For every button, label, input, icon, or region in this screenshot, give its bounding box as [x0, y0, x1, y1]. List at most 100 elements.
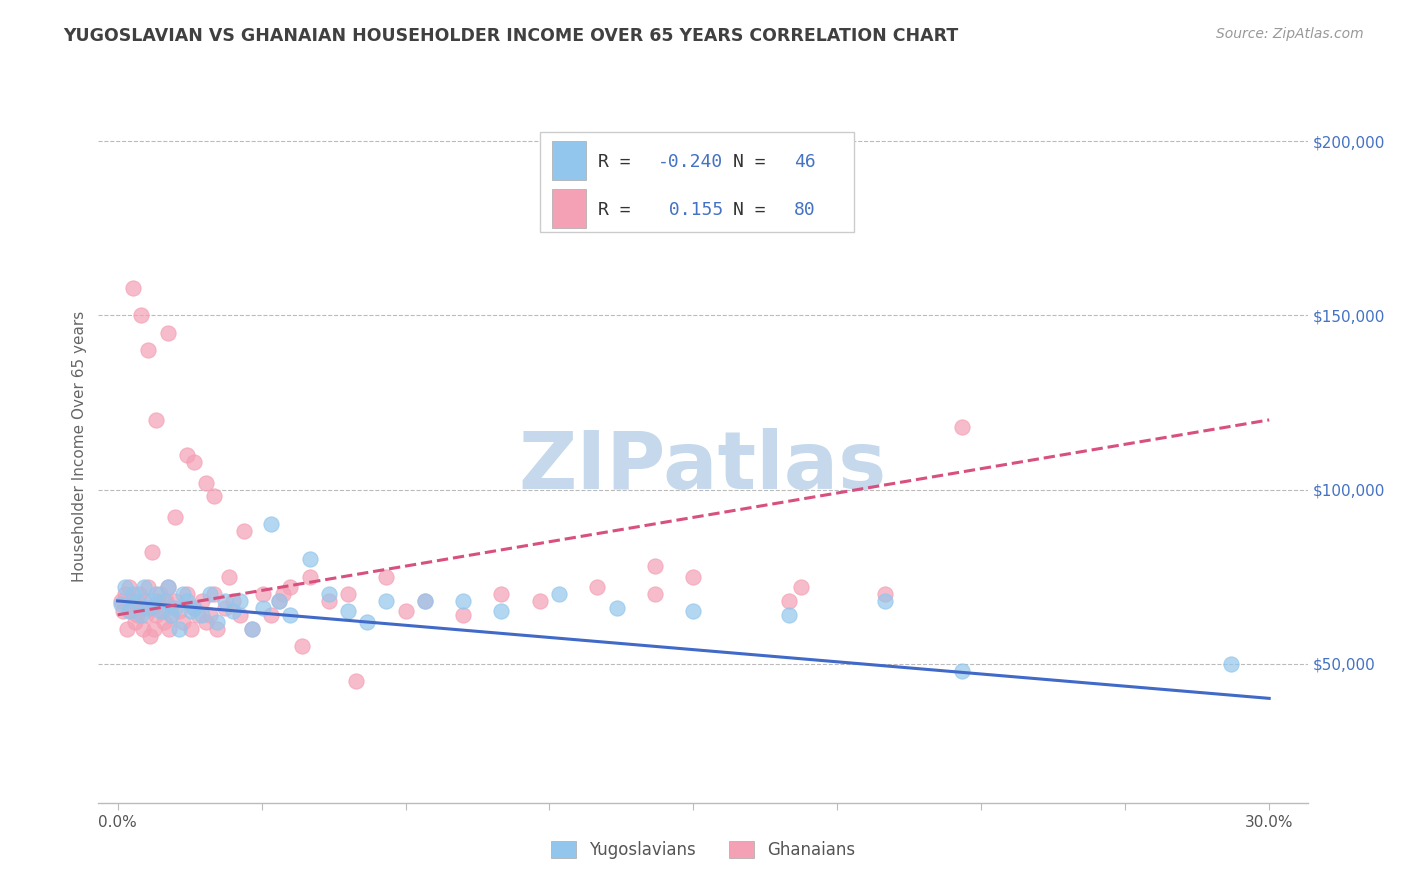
Point	[114, 587, 136, 601]
Point	[145, 607, 167, 622]
Text: R =: R =	[598, 201, 641, 219]
Point	[529, 594, 551, 608]
Point	[586, 580, 609, 594]
Point	[110, 598, 132, 612]
Point	[298, 569, 321, 583]
Text: N =: N =	[734, 201, 776, 219]
Point	[207, 622, 229, 636]
Point	[356, 615, 378, 629]
Point	[260, 607, 283, 622]
Point	[267, 594, 290, 608]
Point	[240, 622, 263, 636]
Point	[491, 587, 513, 601]
Point	[131, 622, 153, 636]
Point	[122, 594, 145, 608]
Point	[110, 594, 132, 608]
Point	[950, 664, 973, 678]
Point	[176, 594, 198, 608]
Point	[271, 587, 294, 601]
Point	[790, 580, 813, 594]
Point	[875, 594, 897, 608]
Point	[167, 622, 190, 636]
Point	[336, 604, 359, 618]
Point	[114, 580, 136, 594]
Text: N =: N =	[734, 153, 776, 171]
Point	[344, 673, 367, 688]
Point	[451, 594, 474, 608]
Point	[318, 594, 340, 608]
Point	[141, 545, 163, 559]
Point	[129, 607, 152, 622]
Text: R =: R =	[598, 153, 641, 171]
Point	[118, 604, 141, 618]
Point	[180, 604, 202, 618]
Point	[222, 604, 245, 618]
FancyBboxPatch shape	[540, 132, 855, 232]
Point	[135, 607, 157, 622]
Point	[229, 594, 252, 608]
Point	[146, 594, 169, 608]
Point	[198, 607, 221, 622]
Point	[394, 604, 416, 618]
Point	[280, 607, 302, 622]
Point	[115, 622, 138, 636]
Point	[118, 580, 141, 594]
Point	[318, 587, 340, 601]
Point	[202, 587, 225, 601]
Point	[233, 524, 256, 539]
Point	[375, 569, 398, 583]
Point	[207, 615, 229, 629]
Point	[194, 475, 217, 490]
Point	[187, 607, 209, 622]
Point	[156, 580, 179, 594]
Point	[298, 552, 321, 566]
Point	[152, 594, 174, 608]
Point	[229, 607, 252, 622]
Point	[183, 455, 205, 469]
Point	[122, 280, 145, 294]
Text: 46: 46	[793, 153, 815, 171]
Point	[167, 604, 190, 618]
Point	[165, 600, 187, 615]
Point	[134, 594, 156, 608]
Point	[606, 600, 628, 615]
Point	[120, 604, 142, 618]
Point	[136, 600, 159, 615]
Point	[134, 580, 156, 594]
Text: 80: 80	[793, 201, 815, 219]
Point	[141, 594, 163, 608]
Point	[125, 607, 148, 622]
Point	[375, 594, 398, 608]
Point	[252, 587, 274, 601]
Point	[778, 594, 800, 608]
Text: -0.240: -0.240	[658, 153, 724, 171]
Point	[260, 517, 283, 532]
Point	[172, 615, 194, 629]
Point	[214, 594, 236, 608]
Point	[1219, 657, 1241, 671]
Point	[191, 607, 214, 622]
Point	[291, 639, 314, 653]
Point	[413, 594, 436, 608]
FancyBboxPatch shape	[551, 141, 586, 180]
Text: YUGOSLAVIAN VS GHANAIAN HOUSEHOLDER INCOME OVER 65 YEARS CORRELATION CHART: YUGOSLAVIAN VS GHANAIAN HOUSEHOLDER INCO…	[63, 27, 959, 45]
Point	[214, 600, 236, 615]
Point	[644, 587, 666, 601]
Point	[150, 604, 173, 618]
Point	[176, 587, 198, 601]
Point	[143, 622, 166, 636]
Point	[183, 600, 205, 615]
Point	[129, 309, 152, 323]
Point	[176, 448, 198, 462]
Text: ZIPatlas: ZIPatlas	[519, 428, 887, 507]
Point	[149, 604, 172, 618]
Point	[156, 326, 179, 340]
Point	[152, 615, 174, 629]
Point	[267, 594, 290, 608]
Point	[155, 594, 177, 608]
Point	[682, 604, 704, 618]
Point	[139, 629, 162, 643]
Point	[183, 600, 205, 615]
Point	[491, 604, 513, 618]
Point	[128, 587, 150, 601]
